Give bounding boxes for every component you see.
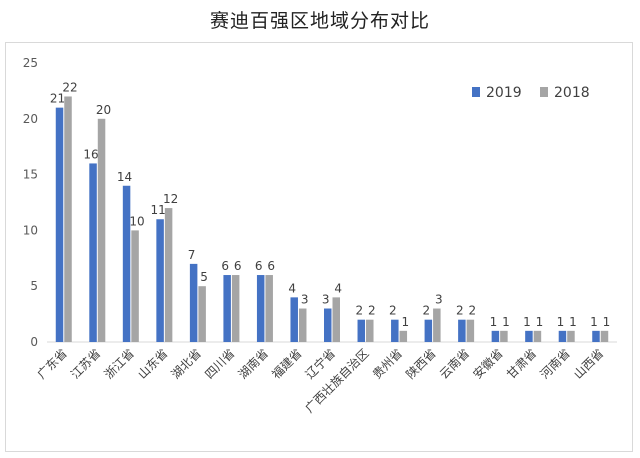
data-label: 2 (469, 304, 477, 318)
bar-2018 (332, 297, 340, 342)
x-tick-label: 贵州省 (370, 346, 405, 381)
data-label: 1 (590, 315, 598, 329)
data-label: 1 (490, 315, 498, 329)
data-label: 22 (62, 80, 77, 94)
x-tick-label: 山东省 (135, 346, 170, 381)
bar-2018 (500, 330, 508, 342)
data-label: 1 (401, 315, 409, 329)
bar-2018 (399, 330, 408, 342)
bar-2019 (89, 163, 97, 342)
bar-2019 (525, 330, 533, 342)
bar-2019 (290, 297, 298, 342)
bar-2019 (458, 319, 466, 342)
data-label: 3 (301, 293, 309, 307)
bar-2018 (64, 96, 72, 342)
y-tick-label: 15 (23, 168, 38, 182)
x-tick-label: 甘肃省 (504, 346, 539, 381)
y-tick-label: 10 (23, 223, 38, 237)
data-label: 6 (234, 259, 242, 273)
data-label: 3 (435, 293, 443, 307)
bar-2019 (55, 107, 64, 342)
data-label: 2 (368, 304, 376, 318)
x-tick-label: 河南省 (537, 346, 573, 382)
bar-2018 (533, 330, 542, 342)
x-tick-label: 陕西省 (403, 346, 439, 382)
x-tick-label: 云南省 (436, 346, 472, 382)
chart-title: 赛迪百强区地域分布对比 (209, 10, 430, 32)
bar-2019 (122, 185, 131, 342)
bar-2018 (600, 330, 609, 342)
data-label: 6 (255, 259, 263, 273)
data-label: 2 (389, 304, 397, 318)
bar-2019 (357, 319, 366, 342)
bar-2019 (592, 330, 600, 342)
data-label: 5 (200, 270, 208, 284)
bar-2018 (366, 319, 374, 342)
data-label: 4 (334, 281, 342, 295)
data-label: 1 (523, 315, 531, 329)
bar-2019 (491, 330, 500, 342)
bar-2018 (97, 118, 106, 342)
data-label: 3 (322, 293, 330, 307)
data-label: 14 (117, 170, 132, 184)
data-label: 21 (50, 92, 65, 106)
bar-2019 (558, 330, 567, 342)
legend-swatch-2018 (540, 87, 548, 97)
x-tick-label: 福建省 (269, 346, 305, 382)
data-label: 1 (536, 315, 544, 329)
y-tick-label: 20 (23, 112, 38, 126)
data-label: 6 (221, 259, 229, 273)
data-label: 4 (288, 281, 296, 295)
legend-label: 2018 (554, 85, 590, 101)
x-tick-label: 浙江省 (102, 346, 137, 381)
legend-label: 2019 (486, 85, 522, 101)
bar-2018 (466, 319, 475, 342)
bar-2018 (265, 275, 273, 342)
bar-2018 (231, 275, 240, 342)
bar-2019 (324, 308, 332, 342)
data-label: 6 (267, 259, 275, 273)
y-tick-label: 0 (30, 335, 38, 349)
bar-2019 (424, 319, 433, 342)
y-tick-label: 25 (23, 56, 38, 70)
bar-2019 (391, 319, 399, 342)
data-label: 16 (83, 147, 98, 161)
data-label: 12 (163, 192, 178, 206)
bar-2019 (189, 263, 198, 342)
data-label: 2 (355, 304, 363, 318)
data-label: 20 (96, 103, 111, 117)
bar-2019 (156, 219, 164, 342)
legend-swatch-2019 (472, 87, 480, 97)
x-tick-label: 四川省 (202, 346, 237, 381)
x-tick-label: 江苏省 (68, 346, 103, 381)
data-label: 1 (603, 315, 611, 329)
data-label: 11 (150, 203, 165, 217)
bar-2018 (433, 308, 441, 342)
data-label: 1 (557, 315, 565, 329)
bar-2018 (298, 308, 307, 342)
x-tick-label: 山西省 (571, 346, 606, 381)
chart-frame (5, 42, 633, 452)
bar-2018 (131, 230, 139, 342)
x-tick-label: 湖南省 (235, 346, 271, 382)
data-label: 10 (129, 214, 144, 228)
data-label: 2 (456, 304, 464, 318)
data-label: 7 (188, 248, 196, 262)
data-label: 1 (502, 315, 510, 329)
x-tick-label: 广东省 (35, 346, 70, 381)
x-tick-label: 湖北省 (168, 346, 204, 382)
x-tick-label: 安徽省 (470, 346, 506, 382)
bar-2018 (198, 286, 206, 342)
bar-2018 (567, 330, 575, 342)
bar-2019 (256, 275, 265, 342)
data-label: 1 (569, 315, 577, 329)
bar-2018 (164, 208, 173, 342)
data-label: 2 (423, 304, 431, 318)
y-tick-label: 5 (30, 279, 38, 293)
bar-2019 (223, 275, 231, 342)
